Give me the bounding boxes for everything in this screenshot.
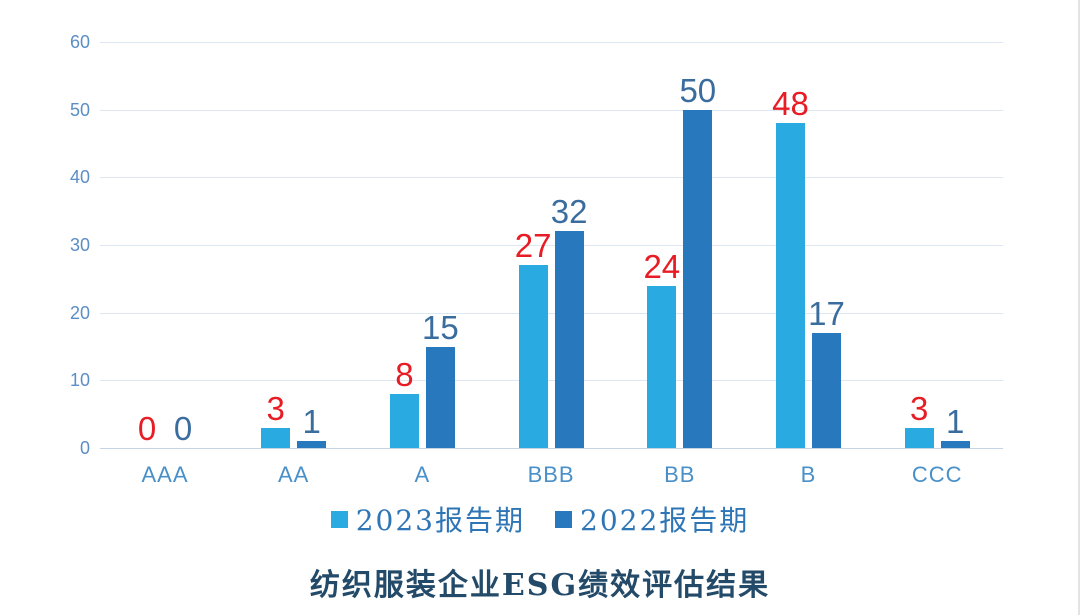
category-label-CCC: CCC xyxy=(911,462,963,487)
category-label-A: A xyxy=(414,462,431,487)
category-label-AA: AA xyxy=(278,462,310,487)
bar-2022报告期-A xyxy=(425,346,455,448)
gridline xyxy=(100,177,1003,179)
bar-value-label: 0 xyxy=(173,410,193,447)
bar-value-label: 50 xyxy=(679,71,717,109)
legend-label: 2022报告期 xyxy=(580,504,750,537)
gridline xyxy=(100,380,1003,382)
bar-2022报告期-AA xyxy=(297,441,327,448)
legend-swatch-icon xyxy=(330,510,348,528)
bar-2022报告期-CCC xyxy=(940,441,970,448)
gridline xyxy=(100,42,1003,43)
bar-value-label: 8 xyxy=(395,355,414,393)
y-tick-label: 0 xyxy=(79,438,90,458)
bar-2023报告期-CCC xyxy=(904,427,934,448)
bar-2023报告期-AA xyxy=(261,427,291,448)
bar-value-label: 24 xyxy=(643,247,681,285)
bar-value-label: 1 xyxy=(302,403,321,441)
bar-2023报告期-BB xyxy=(647,285,677,448)
gridline xyxy=(100,109,1003,111)
legend-swatch-icon xyxy=(555,510,572,528)
bar-value-label: 32 xyxy=(550,193,588,231)
legend-item-2022报告期: 2022报告期 xyxy=(555,499,749,539)
gridline xyxy=(100,312,1003,314)
bar-2023报告期-B xyxy=(776,123,805,448)
category-label-BBB: BBB xyxy=(527,462,575,487)
y-tick-label: 10 xyxy=(69,370,90,391)
bar-value-label: 0 xyxy=(137,410,157,447)
category-label-BB: BB xyxy=(664,462,696,487)
bar-value-label: 15 xyxy=(422,308,459,346)
category-label-AAA: AAA xyxy=(141,462,189,487)
category-label-B: B xyxy=(800,462,817,487)
bar-2022报告期-BBB xyxy=(554,231,584,448)
legend-label: 2023报告期 xyxy=(355,504,525,537)
bar-value-label: 3 xyxy=(266,389,285,427)
y-tick-label: 20 xyxy=(69,302,90,323)
bar-2022报告期-B xyxy=(812,332,841,448)
legend-item-2023报告期: 2023报告期 xyxy=(330,499,525,539)
bar-value-label: 17 xyxy=(808,294,845,332)
bar-value-label: 48 xyxy=(772,85,809,123)
y-tick-label: 50 xyxy=(69,99,90,120)
gridline xyxy=(100,245,1003,246)
gridline xyxy=(100,448,1003,449)
bar-value-label: 3 xyxy=(910,389,929,427)
y-tick-label: 40 xyxy=(69,167,90,188)
bar-value-label: 1 xyxy=(946,403,965,441)
bar-2023报告期-BBB xyxy=(518,265,548,448)
bar-2022报告期-BB xyxy=(683,109,713,448)
bar-2023报告期-A xyxy=(389,393,419,448)
y-tick-label: 30 xyxy=(69,235,90,255)
legend: 2023报告期 2022报告期 xyxy=(0,499,1078,539)
chart-title: 纺织服装企业ESG绩效评估结果 xyxy=(309,568,771,603)
y-tick-label: 60 xyxy=(69,32,90,52)
bar-value-label: 27 xyxy=(514,227,552,265)
